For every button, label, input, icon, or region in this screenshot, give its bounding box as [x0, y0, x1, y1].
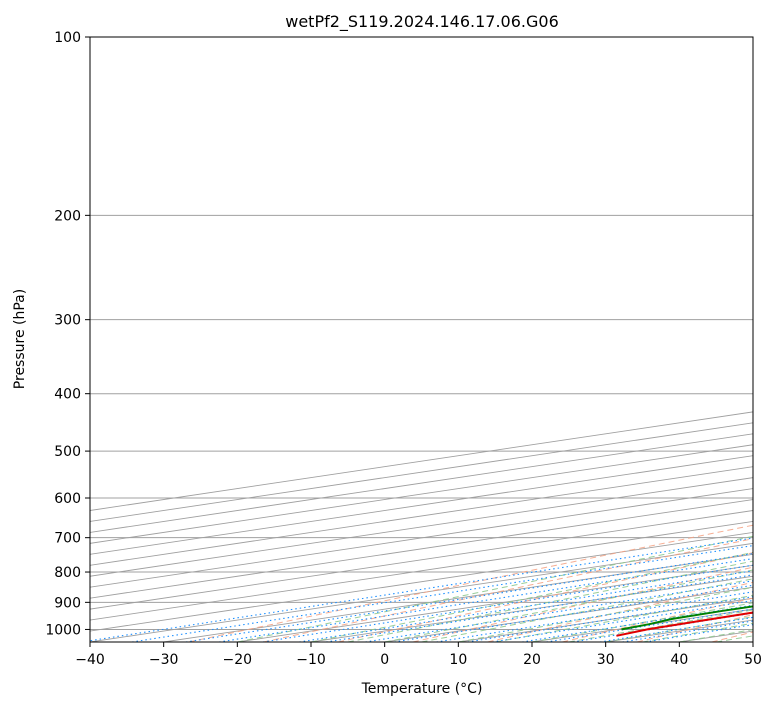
plot-area — [90, 37, 753, 642]
isotherm-gridline — [90, 531, 753, 632]
isotherm-gridline — [90, 510, 753, 610]
y-tick-label: 200 — [54, 208, 81, 224]
moist-adiabat-line — [237, 535, 753, 642]
y-tick-label: 800 — [54, 565, 81, 581]
chart-title: wetPf2_S119.2024.146.17.06.G06 — [285, 12, 559, 32]
x-tick-label: 50 — [744, 652, 762, 668]
y-tick-label: 500 — [54, 444, 81, 460]
x-tick-label: 20 — [523, 652, 541, 668]
isotherm-gridline — [90, 488, 753, 588]
mixing-ratio-line — [131, 545, 753, 642]
moist-adiabat-line — [421, 578, 753, 642]
dry-adiabat-line — [188, 524, 753, 642]
isotherm-gridline — [90, 499, 753, 599]
isotherm-gridline — [90, 444, 753, 544]
x-tick-label: −20 — [223, 652, 253, 668]
mixing-ratio-line — [90, 537, 753, 642]
mixing-ratio-line — [394, 584, 753, 642]
plot-frame — [89, 36, 754, 643]
x-tick-label: −40 — [75, 652, 105, 668]
mixing-ratio-line — [467, 596, 753, 642]
moist-adiabat-line — [531, 602, 753, 642]
x-tick-label: 30 — [597, 652, 615, 668]
isotherm-gridline — [90, 477, 753, 577]
y-axis-label: Pressure (hPa) — [12, 289, 28, 389]
x-axis-label: Temperature (°C) — [361, 681, 483, 697]
y-tick-label: 700 — [54, 531, 81, 547]
isotherm-gridline — [90, 466, 753, 566]
y-tick-label: 400 — [54, 387, 81, 403]
isotherm-gridline — [90, 455, 753, 555]
y-tick-label: 300 — [54, 313, 81, 329]
x-tick-label: −30 — [149, 652, 179, 668]
x-tick-label: 0 — [380, 652, 389, 668]
moist-adiabat-line — [458, 586, 753, 642]
y-tick-label: 600 — [54, 491, 81, 507]
moist-adiabat-line — [347, 560, 753, 642]
x-tick-label: −10 — [296, 652, 326, 668]
x-tick-label: 40 — [670, 652, 688, 668]
isotherm-gridline — [90, 520, 753, 621]
axes: −40 −30 −20 −10 0 10 20 30 40 50 100 200 300 400 500 60… — [45, 30, 762, 668]
x-tick-label: 10 — [449, 652, 467, 668]
y-tick-label: 100 — [54, 30, 81, 46]
mixing-ratio-line — [436, 591, 753, 642]
y-tick-label: 1000 — [45, 622, 81, 638]
y-tick-label: 900 — [54, 595, 81, 611]
